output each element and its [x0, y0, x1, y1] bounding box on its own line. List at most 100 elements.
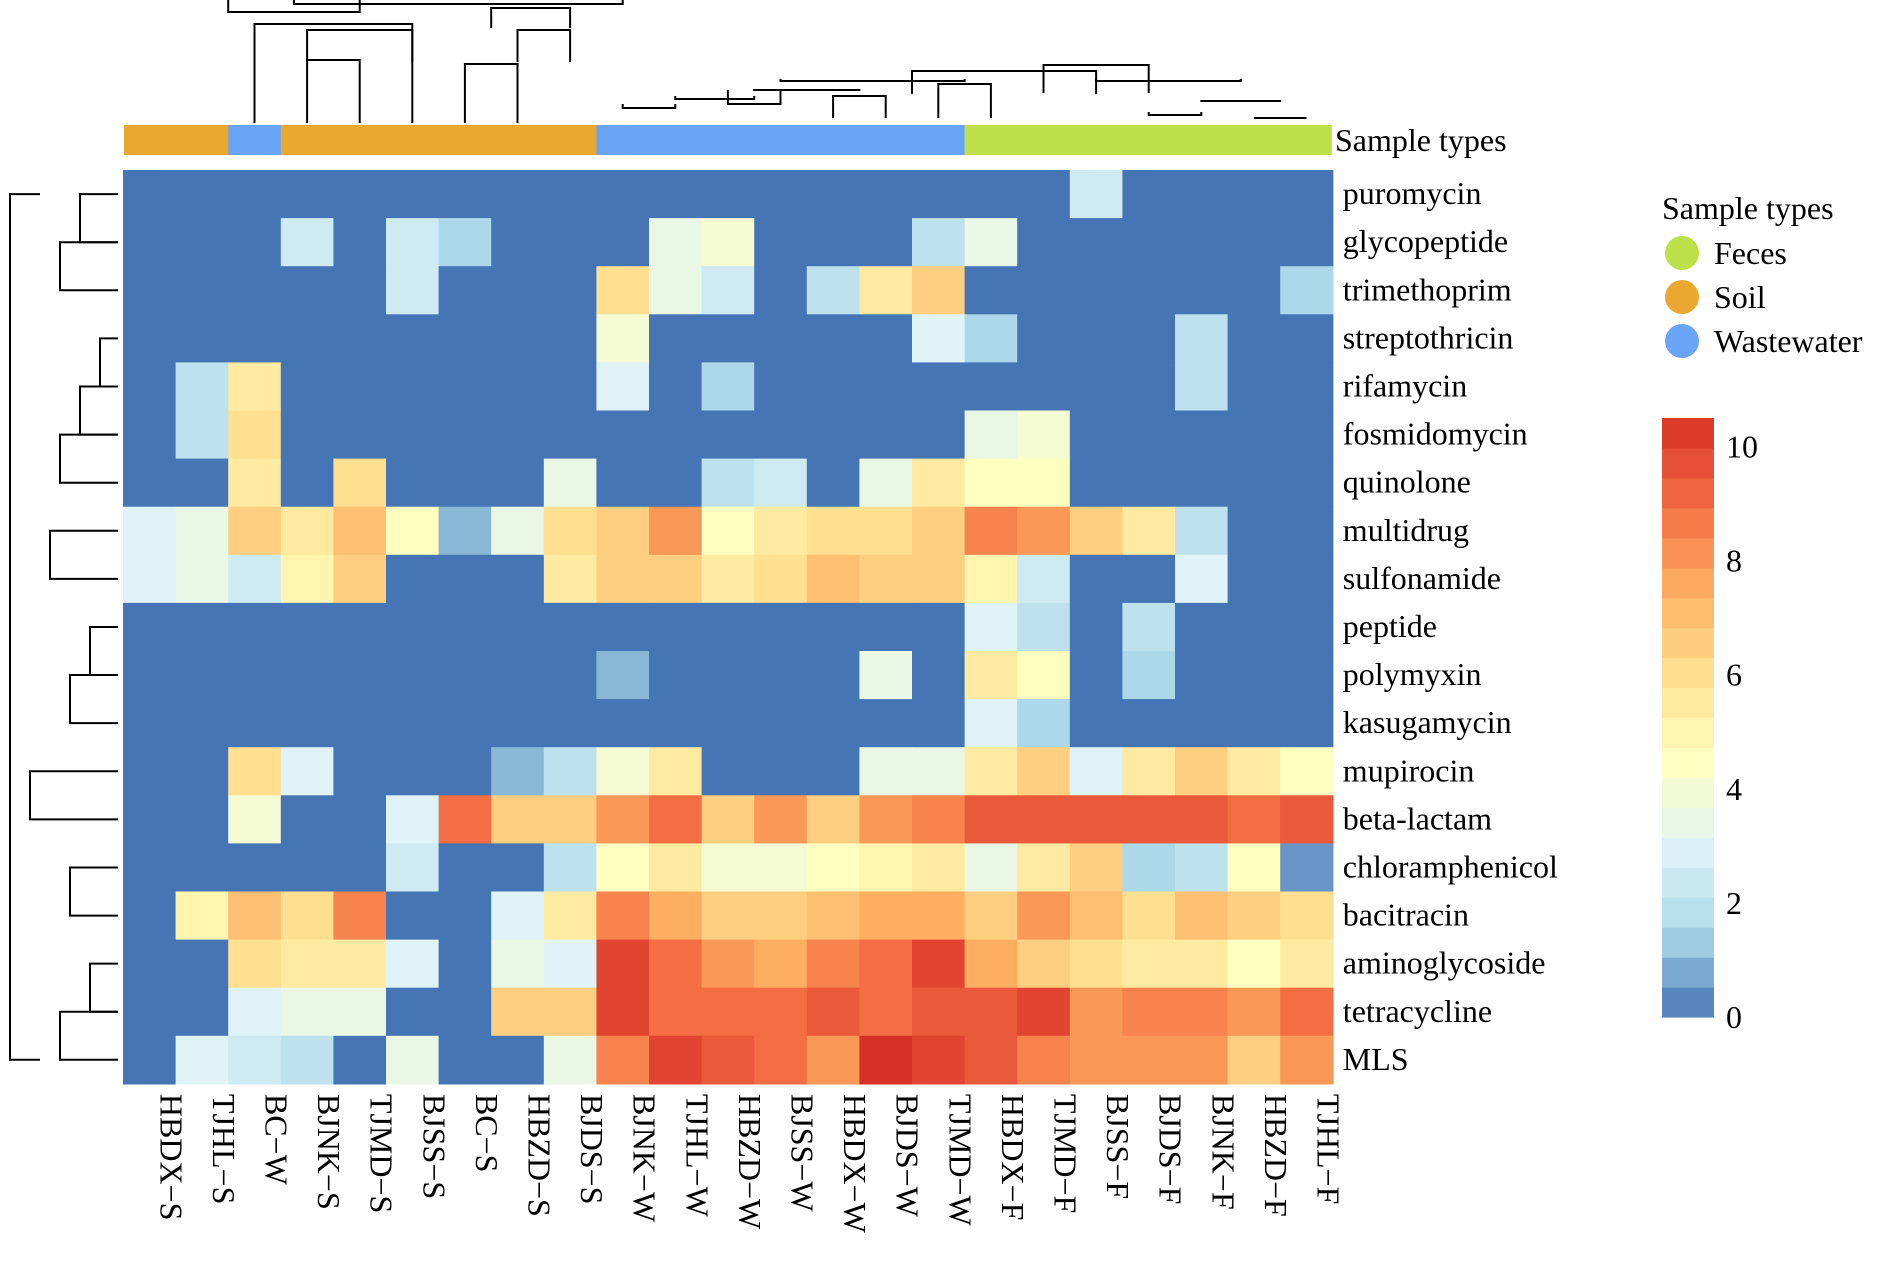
column-label: HBZD−W [732, 1094, 768, 1230]
heatmap-cell [386, 843, 440, 893]
heatmap-cell [333, 651, 387, 700]
heatmap-cell [964, 266, 1018, 315]
heatmap-cell [596, 218, 650, 267]
heatmap-cell [754, 843, 808, 893]
colorbar-segment [1662, 418, 1714, 449]
heatmap-cell [1227, 939, 1281, 989]
colorbar-segment [1662, 627, 1714, 659]
heatmap-cell [701, 795, 755, 844]
heatmap-cell [1280, 747, 1334, 796]
heatmap-cell [386, 458, 440, 508]
heatmap-cell [806, 987, 860, 1037]
annotation-cell [386, 124, 440, 156]
row-dendrogram-link [9, 193, 40, 1061]
heatmap-cell [754, 699, 808, 748]
sample-type-legend: Sample types Feces Soil Wastewater [1662, 190, 1863, 359]
heatmap-cell [333, 891, 387, 941]
heatmap-cell [438, 362, 492, 412]
heatmap-cell [491, 506, 545, 556]
heatmap-cell [964, 218, 1018, 267]
heatmap-cell [964, 939, 1018, 989]
heatmap-cell [228, 458, 282, 508]
heatmap-cell [280, 458, 334, 508]
heatmap-cell [1175, 1035, 1229, 1085]
heatmap-cell [491, 843, 545, 893]
row-label: MLS [1343, 1041, 1409, 1077]
heatmap-cell [754, 891, 808, 941]
heatmap-cell [543, 410, 597, 460]
heatmap-cell [964, 362, 1018, 412]
annotation-cell [754, 124, 808, 156]
colorbar-segment [1662, 657, 1714, 689]
heatmap-cell [859, 266, 913, 315]
colorbar-segment [1662, 777, 1714, 808]
annotation-cell [649, 124, 703, 156]
heatmap-cell [649, 362, 703, 412]
heatmap-cell [1122, 1035, 1176, 1085]
colorbar-segment [1662, 477, 1714, 509]
heatmap-cell [491, 314, 545, 363]
heatmap-cell [491, 651, 545, 700]
legend-label: Soil [1714, 279, 1766, 315]
heatmap-cell [1280, 891, 1334, 941]
heatmap-cell [1175, 362, 1229, 412]
heatmap-cell [491, 362, 545, 412]
heatmap-cell [1069, 747, 1123, 796]
annotation-bar-label: Sample types [1335, 122, 1507, 158]
heatmap-cell [1280, 699, 1334, 748]
legend-label: Feces [1714, 235, 1787, 271]
annotation-cell [596, 124, 650, 156]
heatmap-cell [333, 554, 387, 604]
heatmap-cell [438, 554, 492, 604]
colorbar-tick-label: 4 [1726, 771, 1742, 807]
heatmap-cell [1069, 170, 1123, 219]
heatmap-cell [175, 458, 229, 508]
heatmap-cell [806, 651, 860, 700]
heatmap-cell [1069, 891, 1123, 941]
heatmap-cell [1069, 843, 1123, 893]
heatmap-cell [543, 602, 597, 652]
annotation-cell [1122, 124, 1176, 156]
heatmap-cell [1069, 987, 1123, 1037]
heatmap-cell [754, 1035, 808, 1085]
heatmap-cell [806, 170, 860, 219]
row-dendrogram-link [49, 529, 118, 580]
legend-swatch [1665, 324, 1699, 358]
heatmap-cell [1227, 699, 1281, 748]
heatmap-cell [596, 843, 650, 893]
annotation-cell [280, 124, 334, 156]
heatmap-cell [1069, 218, 1123, 267]
heatmap-cell [491, 699, 545, 748]
heatmap-cell [701, 170, 755, 219]
heatmap-cell [806, 314, 860, 363]
row-label: multidrug [1343, 512, 1469, 548]
heatmap-cell [649, 795, 703, 844]
heatmap-cell [701, 1035, 755, 1085]
heatmap-cell [1280, 266, 1334, 315]
heatmap-cell [175, 218, 229, 267]
heatmap-cell [123, 795, 177, 844]
heatmap-cell [1017, 554, 1071, 604]
heatmap-cell [438, 939, 492, 989]
heatmap-cell [806, 699, 860, 748]
heatmap-cell [280, 795, 334, 844]
row-label: polymyxin [1343, 656, 1482, 692]
heatmap-cell [280, 1035, 334, 1085]
heatmap-cell [754, 795, 808, 844]
legend-swatch [1665, 236, 1699, 270]
heatmap-cell [806, 362, 860, 412]
row-label: trimethoprim [1343, 271, 1512, 307]
heatmap-cell [280, 939, 334, 989]
heatmap-cell [175, 1035, 229, 1085]
heatmap-cell [1122, 170, 1176, 219]
heatmap-cell [859, 170, 913, 219]
row-label: aminoglycoside [1343, 945, 1546, 981]
heatmap-cell [596, 506, 650, 556]
heatmap-cell [806, 795, 860, 844]
heatmap-cell [649, 651, 703, 700]
heatmap-cell [912, 266, 966, 315]
colorbar-tick-label: 6 [1726, 657, 1742, 693]
heatmap-cell [175, 410, 229, 460]
heatmap-cell [1227, 506, 1281, 556]
heatmap-cell [806, 891, 860, 941]
